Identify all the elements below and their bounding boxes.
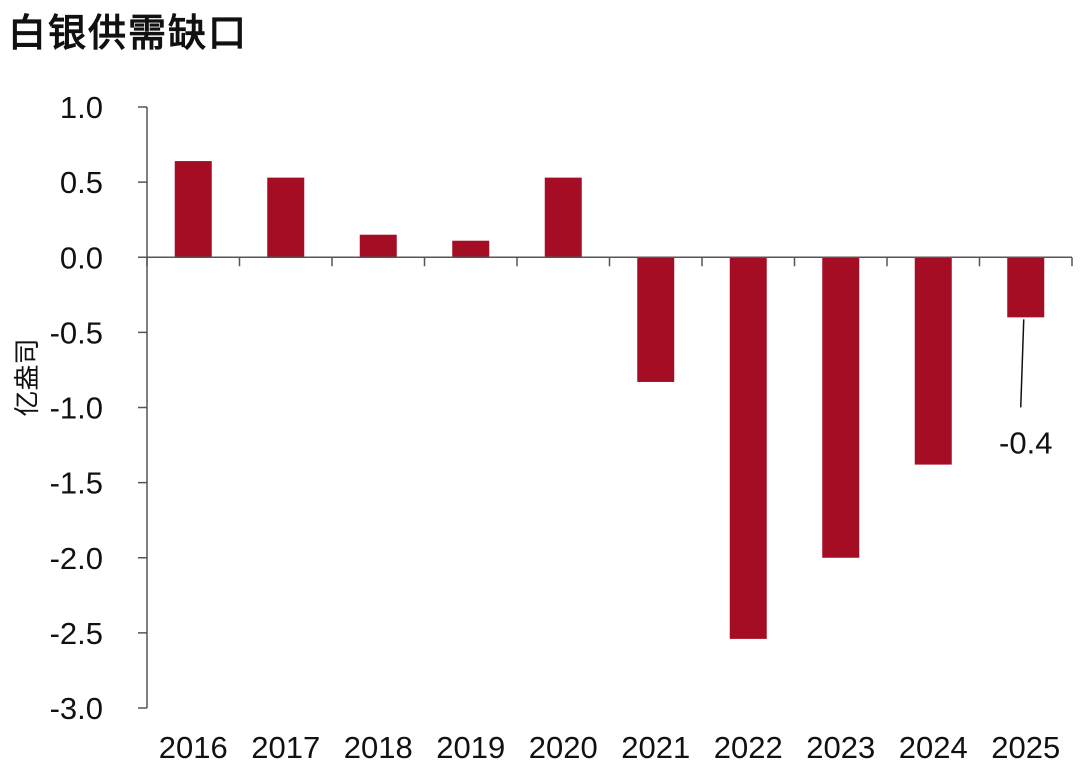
x-tick-label: 2017 bbox=[251, 730, 320, 765]
y-tick-label: -0.5 bbox=[50, 315, 103, 350]
bar-2023 bbox=[822, 257, 860, 558]
y-tick-label: 0.5 bbox=[60, 165, 103, 200]
bar-2022 bbox=[729, 257, 767, 639]
x-tick-label: 2016 bbox=[159, 730, 228, 765]
x-tick-label: 2025 bbox=[991, 730, 1060, 765]
x-tick-label: 2020 bbox=[529, 730, 598, 765]
y-tick-label: -2.5 bbox=[50, 616, 103, 651]
x-tick-label: 2018 bbox=[344, 730, 413, 765]
y-axis-title: 亿盎司 bbox=[13, 338, 43, 416]
x-tick-label: 2019 bbox=[436, 730, 505, 765]
x-tick-label: 2024 bbox=[899, 730, 968, 765]
x-tick-label: 2022 bbox=[714, 730, 783, 765]
data-label-2025: -0.4 bbox=[999, 425, 1052, 460]
bar-2016 bbox=[174, 161, 212, 258]
bar-2021 bbox=[637, 257, 675, 382]
y-tick-label: -3.0 bbox=[50, 691, 103, 726]
x-tick-label: 2023 bbox=[806, 730, 875, 765]
x-axis-labels: 2016 2017 2018 2019 2020 2021 2022 2023 2024 2025 bbox=[159, 730, 1060, 765]
bar-2018 bbox=[359, 234, 397, 258]
annotations: -0.4 bbox=[999, 319, 1052, 460]
chart-title: 白银供需缺口 bbox=[8, 10, 249, 55]
bar-2024 bbox=[914, 257, 952, 465]
bar-2025 bbox=[1007, 257, 1045, 318]
bar-2020 bbox=[544, 177, 582, 258]
y-axis-ticks: 1.0 0.5 0.0 -0.5 -1.0 -1.5 -2.0 -2.5 -3.0 bbox=[50, 90, 147, 726]
y-tick-label: -1.5 bbox=[50, 466, 103, 501]
y-tick-label: 0.0 bbox=[60, 240, 103, 275]
bar-2019 bbox=[452, 240, 490, 258]
annotation-leader-line bbox=[1020, 319, 1025, 408]
y-tick-label: -1.0 bbox=[50, 391, 103, 426]
y-tick-label: -2.0 bbox=[50, 541, 103, 576]
bar-2017 bbox=[267, 177, 305, 258]
bars bbox=[174, 161, 1045, 639]
y-tick-label: 1.0 bbox=[60, 90, 103, 125]
x-tick-label: 2021 bbox=[621, 730, 690, 765]
